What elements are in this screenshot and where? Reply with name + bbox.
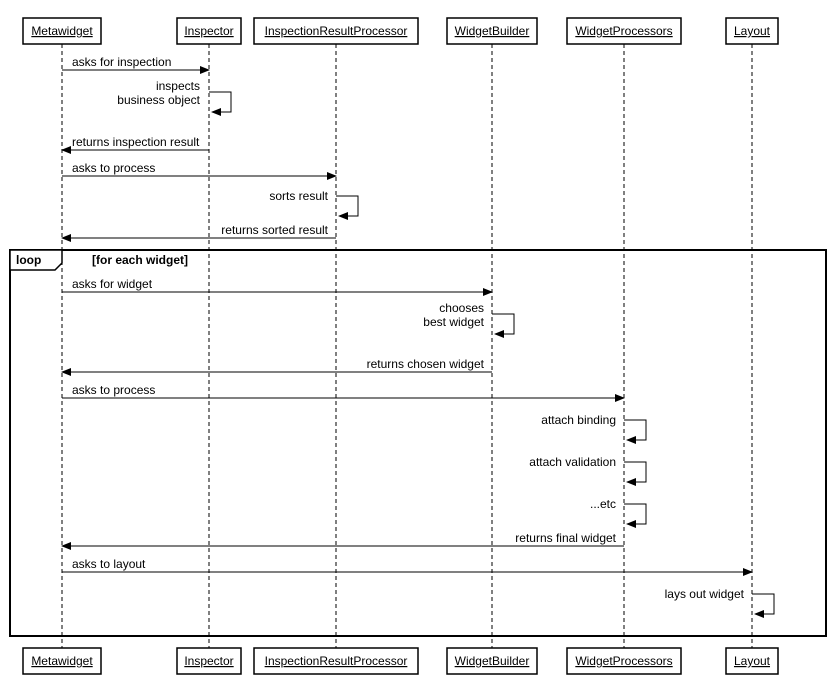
self-message-label-12-0: ...etc xyxy=(590,497,616,511)
participant-label-inspector: Inspector xyxy=(184,654,233,668)
participant-label-metawidget: Metawidget xyxy=(31,654,93,668)
message-label-2: returns inspection result xyxy=(72,135,200,149)
self-message-label-4-0: sorts result xyxy=(269,189,328,203)
self-message-label-7-0: chooses xyxy=(439,301,484,315)
participant-label-layout: Layout xyxy=(734,654,771,668)
self-message-label-1-1: business object xyxy=(117,93,200,107)
loop-guard: [for each widget] xyxy=(92,253,188,267)
self-message-4 xyxy=(336,196,358,216)
message-label-6: asks for widget xyxy=(72,277,153,291)
self-message-11 xyxy=(624,462,646,482)
message-label-8: returns chosen widget xyxy=(367,357,485,371)
message-label-9: asks to process xyxy=(72,383,155,397)
message-label-0: asks for inspection xyxy=(72,55,171,69)
loop-label: loop xyxy=(16,253,41,267)
participant-label-layout: Layout xyxy=(734,24,771,38)
sequence-diagram: loop [for each widget] Metawidget Inspector… xyxy=(0,0,833,686)
message-label-3: asks to process xyxy=(72,161,155,175)
self-message-10 xyxy=(624,420,646,440)
participant-label-inspector: Inspector xyxy=(184,24,233,38)
message-label-5: returns sorted result xyxy=(221,223,328,237)
participant-label-widgetprocessors: WidgetProcessors xyxy=(575,24,672,38)
self-message-label-1-0: inspects xyxy=(156,79,200,93)
self-message-label-7-1: best widget xyxy=(423,315,484,329)
participant-label-widgetbuilder: WidgetBuilder xyxy=(455,24,530,38)
self-message-7 xyxy=(492,314,514,334)
participant-label-widgetbuilder: WidgetBuilder xyxy=(455,654,530,668)
self-message-label-10-0: attach binding xyxy=(541,413,616,427)
self-message-1 xyxy=(209,92,231,112)
participant-label-metawidget: Metawidget xyxy=(31,24,93,38)
message-label-13: returns final widget xyxy=(515,531,616,545)
participant-label-irp: InspectionResultProcessor xyxy=(265,24,408,38)
self-message-label-11-0: attach validation xyxy=(529,455,616,469)
loop-frame xyxy=(10,250,826,636)
self-message-15 xyxy=(752,594,774,614)
message-label-14: asks to layout xyxy=(72,557,146,571)
participant-label-widgetprocessors: WidgetProcessors xyxy=(575,654,672,668)
participant-label-irp: InspectionResultProcessor xyxy=(265,654,408,668)
self-message-label-15-0: lays out widget xyxy=(665,587,745,601)
self-message-12 xyxy=(624,504,646,524)
